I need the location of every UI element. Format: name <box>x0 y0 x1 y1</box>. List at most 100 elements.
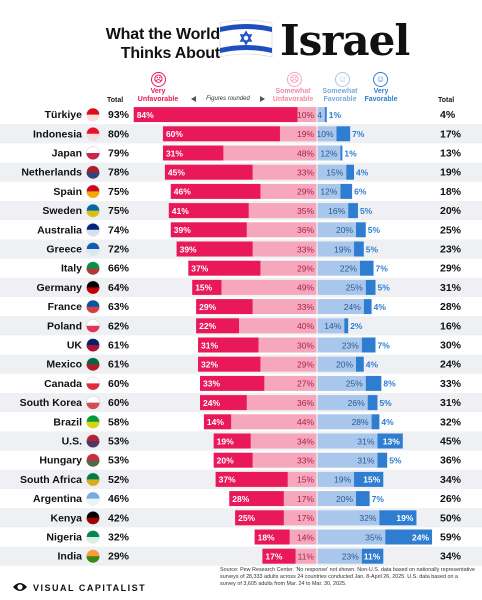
country-label: France <box>48 301 83 313</box>
label-very-unfavorable: 15% <box>195 283 212 293</box>
label-very-unfavorable: 25% <box>238 513 255 523</box>
country-label: Mexico <box>46 359 82 371</box>
label-very-favorable: 7% <box>352 129 365 139</box>
bar-somewhat-unfavorable <box>252 241 317 257</box>
label-somewhat-favorable: 28% <box>352 417 369 427</box>
bar-very-unfavorable <box>176 241 253 257</box>
label-somewhat-unfavorable: 33% <box>297 168 314 178</box>
unfavorable-total: 61% <box>108 359 130 371</box>
label-somewhat-favorable: 23% <box>342 340 359 350</box>
label-very-unfavorable: 17% <box>265 552 282 562</box>
label-very-favorable: 15% <box>363 475 380 485</box>
title-line-1: What the World <box>105 26 220 43</box>
bar-very-favorable <box>361 337 376 353</box>
bar-somewhat-favorable <box>317 126 337 142</box>
label-very-favorable: 1% <box>329 110 342 120</box>
label-somewhat-favorable: 25% <box>346 379 363 389</box>
country-label: Nigeria <box>46 532 82 544</box>
label-somewhat-favorable: 20% <box>336 225 353 235</box>
bar-very-unfavorable <box>196 299 253 315</box>
bar-somewhat-unfavorable <box>260 183 317 199</box>
very-favorable-face-icon: ☺ <box>373 72 388 87</box>
somewhat-unfavorable-header: Somewhat Unfavorable <box>272 88 314 103</box>
rounding-note-arrows <box>191 96 265 102</box>
bar-somewhat-unfavorable <box>250 433 317 449</box>
country-flag-icon <box>86 472 100 487</box>
country-flag-icon <box>86 338 100 352</box>
favorable-total: 16% <box>440 320 462 332</box>
bar-somewhat-favorable <box>317 491 356 507</box>
unfavorable-total: 58% <box>108 416 130 428</box>
label-somewhat-unfavorable: 30% <box>297 340 314 350</box>
bar-somewhat-favorable <box>317 260 360 276</box>
bar-somewhat-unfavorable <box>287 471 317 487</box>
total-left-header: Total <box>107 97 124 104</box>
bar-very-favorable <box>377 452 388 468</box>
country-flag-icon <box>86 549 100 563</box>
country-label: Japan <box>52 148 82 160</box>
label-somewhat-unfavorable: 17% <box>297 494 314 504</box>
unfavorable-total: 64% <box>108 282 130 294</box>
country-flag-icon <box>86 395 100 410</box>
unfavorable-total: 66% <box>108 263 130 275</box>
unfavorable-total: 53% <box>108 436 130 448</box>
label-somewhat-unfavorable: 35% <box>297 206 314 216</box>
country-label: UK <box>67 340 83 352</box>
country-flag-icon <box>86 415 100 429</box>
bar-somewhat-unfavorable <box>295 548 317 564</box>
label-somewhat-favorable: 32% <box>359 513 376 523</box>
bar-somewhat-unfavorable <box>260 356 317 372</box>
label-somewhat-unfavorable: 27% <box>297 379 314 389</box>
bar-somewhat-favorable <box>317 107 325 123</box>
country-label: Türkiye <box>45 109 83 121</box>
very-favorable-header: Very Favorable <box>364 88 398 103</box>
country-label: Indonesia <box>33 128 82 140</box>
label-somewhat-unfavorable: 36% <box>297 398 314 408</box>
bar-somewhat-unfavorable <box>246 395 317 411</box>
bar-very-favorable <box>356 491 370 507</box>
bar-very-unfavorable <box>170 183 261 199</box>
title-line-2: Thinks About <box>120 45 220 62</box>
bar-somewhat-unfavorable <box>239 318 317 334</box>
unfavorable-total: 60% <box>108 397 130 409</box>
label-somewhat-unfavorable: 49% <box>297 283 314 293</box>
bar-somewhat-favorable <box>317 318 345 334</box>
visual-capitalist-logo-icon <box>12 580 28 594</box>
favorable-total: 18% <box>440 186 462 198</box>
unfavorable-total: 72% <box>108 244 130 256</box>
label-very-unfavorable: 37% <box>219 475 236 485</box>
country-label: Poland <box>47 320 82 332</box>
favorable-total: 31% <box>440 397 462 409</box>
country-flag-icon <box>86 146 100 160</box>
label-somewhat-unfavorable: 40% <box>297 321 314 331</box>
bar-very-favorable <box>385 529 433 545</box>
bar-somewhat-unfavorable <box>231 414 317 430</box>
country-flag-icon <box>86 319 100 333</box>
label-somewhat-unfavorable: 10% <box>297 110 314 120</box>
favorable-total: 13% <box>440 148 462 160</box>
unfavorable-total: 80% <box>108 128 130 140</box>
favorable-total: 50% <box>440 512 462 524</box>
unfavorable-total: 46% <box>108 493 130 505</box>
country-label: Spain <box>53 186 82 198</box>
bar-very-favorable <box>354 471 384 487</box>
bar-very-unfavorable <box>192 279 222 295</box>
favorable-total: 33% <box>440 378 462 390</box>
unfavorable-total: 74% <box>108 224 130 236</box>
unfavorable-total: 60% <box>108 378 130 390</box>
bar-somewhat-unfavorable <box>252 299 317 315</box>
label-somewhat-unfavorable: 36% <box>297 225 314 235</box>
bar-somewhat-unfavorable <box>264 375 317 391</box>
very-unfavorable-face-icon: ☹ <box>151 72 166 87</box>
bar-somewhat-favorable <box>317 241 355 257</box>
label-very-favorable: 24% <box>412 532 429 542</box>
label-very-favorable: 5% <box>368 225 381 235</box>
label-somewhat-favorable: 23% <box>342 552 359 562</box>
favorable-total: 29% <box>440 263 462 275</box>
bar-very-unfavorable <box>235 510 284 526</box>
bar-somewhat-favorable <box>317 548 362 564</box>
bar-very-favorable <box>340 145 343 161</box>
unfavorable-total: 61% <box>108 340 130 352</box>
country-flag-icon <box>86 299 100 314</box>
